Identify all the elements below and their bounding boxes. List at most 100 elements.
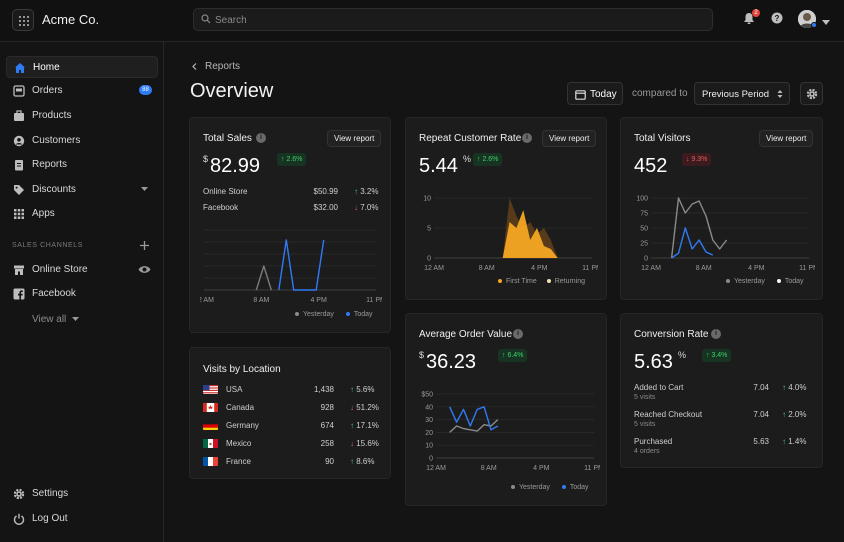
sidebar-item-customers[interactable]: Customers [6, 130, 158, 152]
y-tick-label: 50 [640, 226, 648, 233]
conversion-rate-value: 5.63 [634, 351, 673, 373]
card-title: Conversion Rate [634, 329, 709, 340]
sidebar-item-logout[interactable]: Log Out [6, 508, 158, 530]
products-icon [14, 110, 24, 121]
sidebar-item-products[interactable]: Products [6, 105, 158, 127]
search-box[interactable] [193, 8, 713, 31]
add-channel-icon[interactable] [140, 241, 149, 250]
sidebar-item-home[interactable]: Home [6, 56, 158, 78]
arrow-up-icon: ↑ [350, 457, 354, 466]
sidebar-item-settings[interactable]: Settings [6, 483, 158, 505]
sidebar-item-apps[interactable]: Apps [6, 203, 158, 225]
currency-symbol: $ [203, 154, 209, 164]
compared-to-label: compared to [632, 88, 688, 99]
step-change: ↑ 1.4% [782, 437, 806, 446]
change-value: 7.0% [360, 203, 379, 212]
view-report-button[interactable]: View report [759, 130, 814, 147]
arrow-up-icon: ↑ [350, 385, 354, 394]
arrow-up-icon: ↑ [354, 187, 358, 196]
y-tick-label: 40 [425, 404, 433, 411]
change-value: 3.2% [360, 187, 379, 196]
sidebar-item-reports[interactable]: Reports [6, 154, 158, 176]
sidebar-item-label: Log Out [32, 513, 68, 524]
y-tick-label: 0 [644, 256, 648, 263]
visit-count: 1,438 [313, 385, 334, 394]
visit-change: ↓ 51.2% [350, 403, 379, 412]
power-icon [13, 513, 25, 525]
repeat-rate-value: 5.44 [419, 155, 458, 177]
view-all-channels[interactable]: View all [32, 314, 80, 325]
step-label: Purchased [634, 437, 673, 446]
orders-count-badge: 88 [139, 85, 152, 95]
total-sales-value: 82.99 [210, 155, 261, 177]
help-icon[interactable]: ? [771, 12, 785, 26]
chevron-down-icon[interactable] [822, 15, 836, 29]
x-tick-label: 4 PM [531, 265, 548, 272]
view-report-button[interactable]: View report [542, 130, 597, 147]
card-title: Repeat Customer Rate [419, 133, 522, 144]
card-title: Visits by Location [203, 364, 281, 375]
sidebar-item-facebook[interactable]: Facebook [6, 283, 158, 305]
chevron-left-icon[interactable] [192, 63, 197, 70]
sidebar-item-label: Discounts [32, 184, 76, 195]
legend-item-returning: Returning [546, 278, 585, 285]
sidebar-item-label: Orders [32, 85, 63, 96]
eye-icon[interactable] [138, 265, 151, 274]
info-icon[interactable]: i [256, 133, 266, 143]
total-sales-delta: ↑ 2.6% [277, 153, 307, 166]
sidebar-item-orders[interactable]: Orders 88 [6, 80, 158, 102]
total-visitors-value: 452 [634, 155, 668, 177]
sidebar-item-label: Settings [32, 488, 69, 499]
orders-icon [13, 85, 25, 97]
y-tick-label: 10 [425, 443, 433, 450]
app-logo-icon[interactable] [12, 9, 34, 31]
step-value: 7.04 [753, 383, 769, 392]
y-tick-label: 30 [425, 417, 433, 424]
average-order-value-chart: $50 40 30 20 10 0 12 AM 8 AM 4 PM 11 PM [421, 392, 600, 473]
visit-count: 674 [320, 421, 334, 430]
legend-item-today: Today [345, 311, 373, 318]
change-value: 2.0% [788, 410, 807, 419]
page-title: Overview [190, 80, 274, 102]
arrow-up-icon: ↑ [782, 410, 786, 419]
x-tick-label: 4 PM [533, 465, 550, 472]
info-icon[interactable]: i [513, 329, 523, 339]
notification-badge: 2 [752, 9, 760, 17]
change-value: 8.6% [356, 457, 375, 466]
chart-legend: Yesterday Today [295, 311, 373, 318]
sidebar-item-label: Products [32, 110, 72, 121]
arrow-down-icon: ↓ [350, 403, 354, 412]
notifications-icon[interactable]: 2 [743, 9, 760, 26]
settings-button[interactable] [800, 82, 823, 105]
step-label: Added to Cart [634, 383, 684, 392]
view-report-button[interactable]: View report [327, 130, 382, 147]
average-order-delta: ↑ 6.4% [498, 349, 528, 362]
y-tick-label: 20 [425, 430, 433, 437]
info-icon[interactable]: i [522, 133, 532, 143]
period-select[interactable]: Previous Period [694, 82, 790, 105]
legend-item-yesterday: Yesterday [511, 484, 550, 491]
y-tick-label: 0 [427, 256, 431, 263]
legend-item-today: Today [776, 278, 804, 285]
y-tick-label: 100 [636, 196, 648, 203]
country-name: France [226, 457, 251, 466]
channel-label: Online Store [203, 187, 248, 196]
channel-change: ↑ 3.2% [354, 187, 378, 196]
total-sales-chart: 12 AM 8 AM 4 PM 11 PM [200, 229, 382, 304]
sidebar-item-discounts[interactable]: Discounts [6, 179, 158, 201]
conversion-rate-delta: ↑ 3.4% [702, 349, 732, 362]
y-tick-label: 10 [423, 196, 431, 203]
breadcrumb[interactable]: Reports [205, 61, 241, 72]
chevron-down-icon[interactable] [141, 187, 148, 192]
step-value: 5.63 [753, 437, 769, 446]
sidebar-item-online-store[interactable]: Online Store [6, 259, 158, 281]
info-icon[interactable]: i [711, 329, 721, 339]
y-tick-label: 5 [427, 226, 431, 233]
top-bar: Acme Co. 2 ? [0, 0, 844, 42]
search-input[interactable] [215, 12, 695, 28]
card-title: Total Sales [203, 133, 252, 144]
date-range-button[interactable]: Today [567, 82, 623, 105]
germany-flag-icon [203, 420, 218, 430]
sidebar-item-label: Home [33, 62, 60, 73]
change-value: 15.6% [356, 439, 379, 448]
